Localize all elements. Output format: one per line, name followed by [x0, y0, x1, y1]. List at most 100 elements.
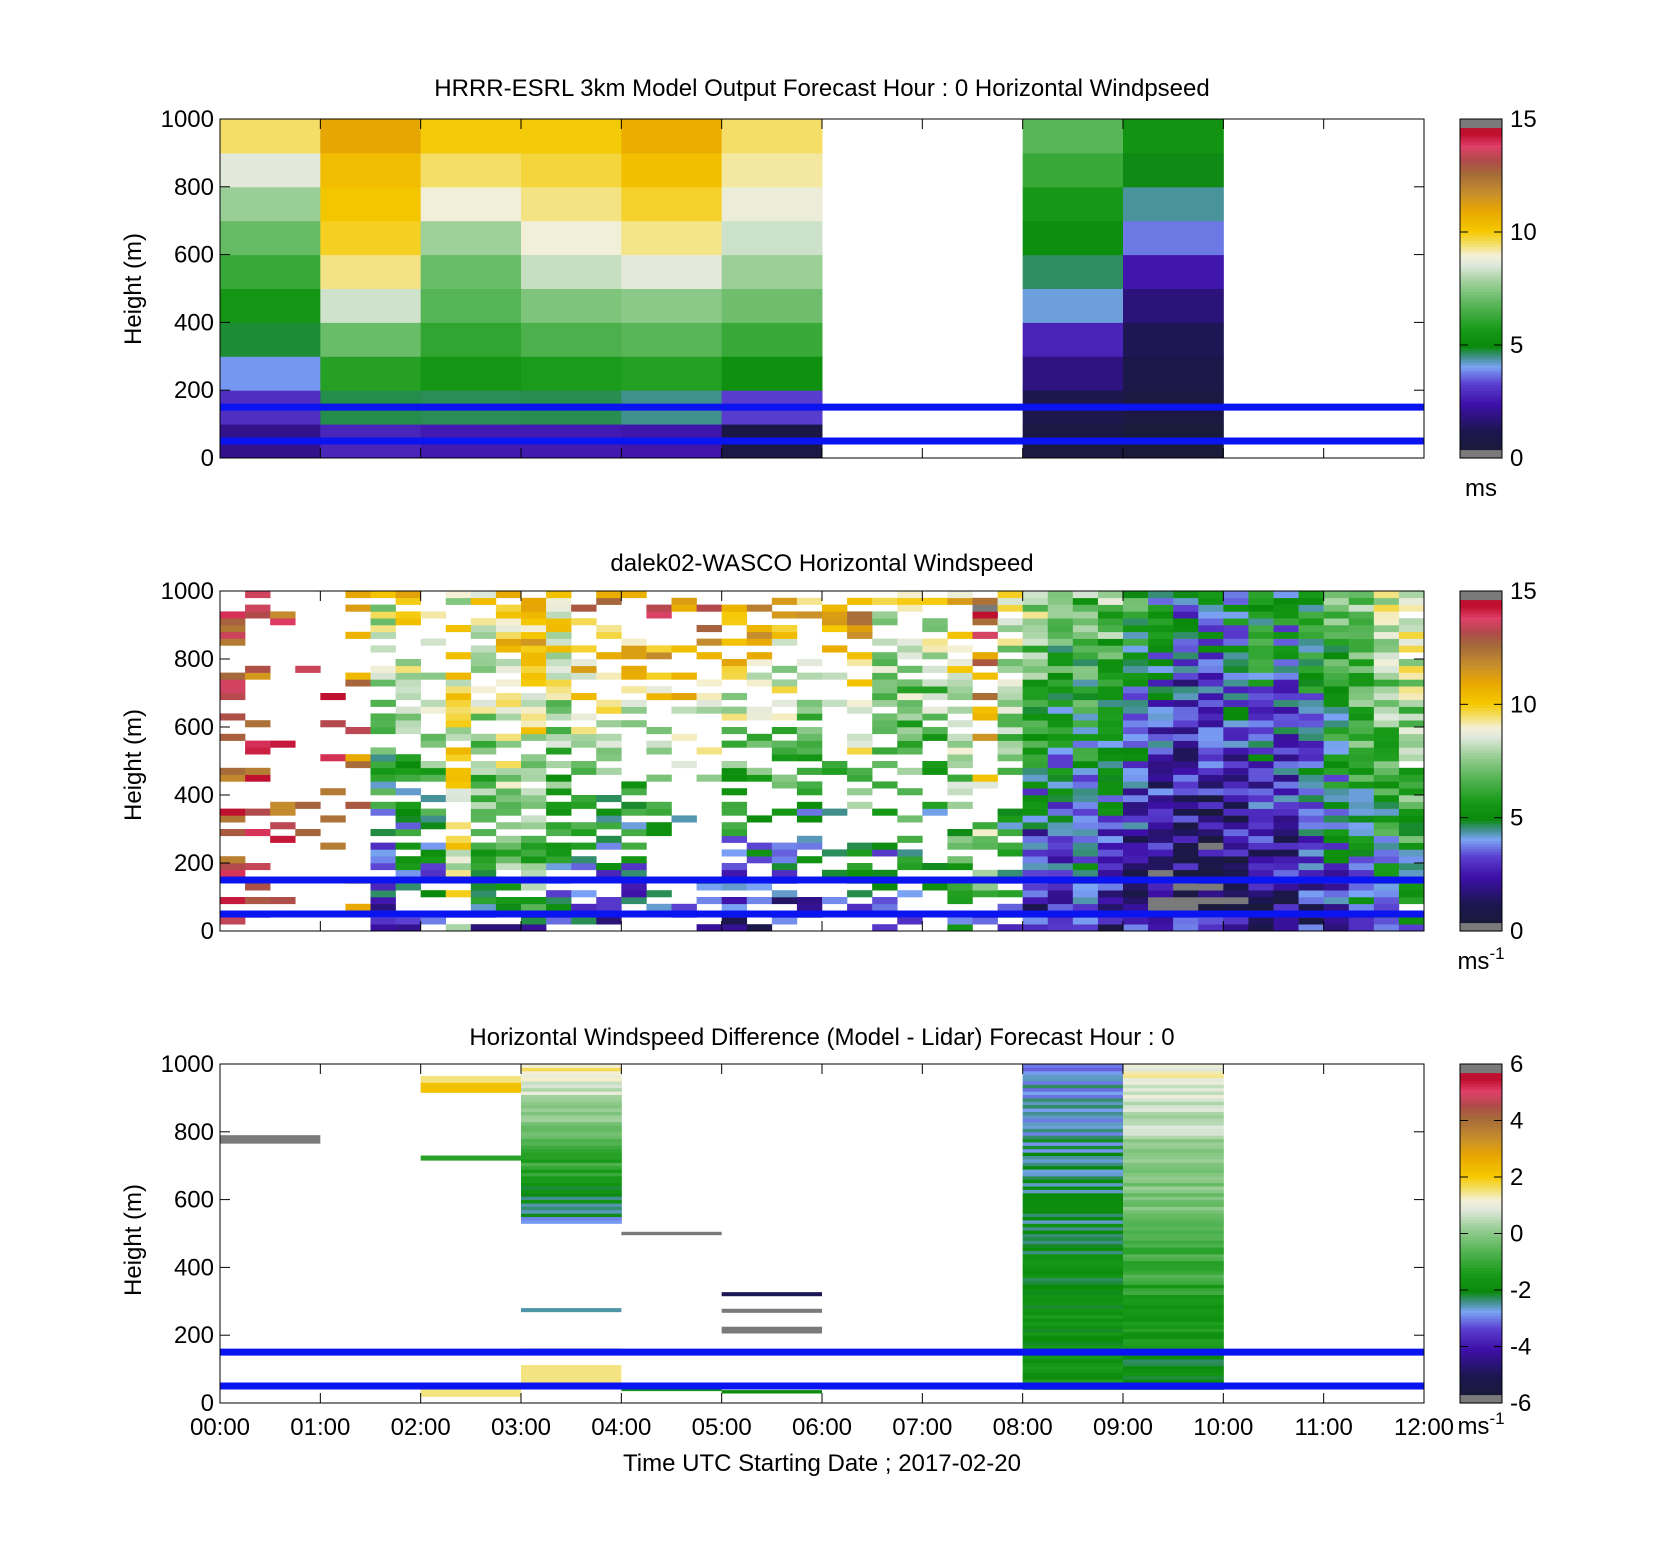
- heatmap-cell: [1148, 781, 1174, 789]
- heatmap-cell: [1072, 591, 1099, 599]
- heatmap-cell: [1298, 672, 1324, 680]
- heatmap-cell: [1173, 625, 1199, 633]
- heatmap-cell: [1123, 727, 1149, 735]
- heatmap-cell: [1248, 699, 1274, 707]
- heatmap-cell: [1348, 767, 1375, 775]
- colorbar-segment: [1460, 809, 1502, 813]
- colorbar-segment: [1460, 775, 1502, 779]
- heatmap-cell: [220, 631, 246, 639]
- heatmap-cell: [546, 740, 572, 748]
- colorbar-segment: [1460, 206, 1502, 210]
- heatmap-cell: [1223, 781, 1249, 789]
- heatmap-cell: [972, 597, 998, 605]
- heatmap-cell: [771, 699, 798, 707]
- heatmap-cell: [320, 842, 346, 850]
- heatmap-cell: [1123, 1369, 1224, 1373]
- heatmap-cell: [671, 815, 697, 823]
- heatmap-cell: [1173, 822, 1199, 830]
- heatmap-cell: [1323, 829, 1350, 837]
- heatmap-cell: [1273, 679, 1299, 687]
- y-tick-label: 600: [174, 714, 214, 741]
- heatmap-cell: [521, 322, 622, 357]
- heatmap-cell: [1047, 699, 1074, 707]
- heatmap-cell: [1223, 822, 1249, 830]
- colorbar-segment: [1460, 715, 1502, 720]
- heatmap-cell: [1373, 631, 1400, 639]
- heatmap-cell: [1022, 1257, 1124, 1262]
- heatmap-cell: [696, 774, 722, 782]
- heatmap-cell: [1097, 917, 1124, 925]
- heatmap-cell: [1123, 1372, 1224, 1377]
- heatmap-cell: [1373, 659, 1400, 667]
- heatmap-cell: [395, 829, 421, 837]
- heatmap-cell: [546, 808, 572, 816]
- heatmap-cell: [1273, 801, 1299, 809]
- heatmap-cell: [1022, 849, 1049, 857]
- heatmap-cell: [495, 618, 522, 626]
- colorbar-segment: [1460, 1253, 1502, 1257]
- heatmap-cell: [1198, 597, 1224, 605]
- heatmap-cell: [947, 754, 973, 762]
- heatmap-cell: [1022, 1114, 1124, 1119]
- heatmap-cell: [571, 856, 597, 864]
- heatmap-band: [721, 1326, 822, 1334]
- heatmap-cell: [621, 781, 647, 789]
- heatmap-cell: [1022, 322, 1124, 357]
- heatmap-cell: [1223, 665, 1249, 673]
- heatmap-cell: [872, 924, 898, 932]
- heatmap-cell: [495, 611, 522, 619]
- heatmap-cell: [596, 706, 622, 714]
- heatmap-cell: [1072, 706, 1099, 714]
- heatmap-cell: [1348, 856, 1375, 864]
- heatmap-cell: [395, 917, 421, 925]
- heatmap-cell: [420, 842, 447, 850]
- heatmap-cell: [1072, 625, 1099, 633]
- heatmap-cell: [1273, 856, 1299, 864]
- heatmap-cell: [997, 924, 1023, 932]
- heatmap-cell: [521, 1172, 622, 1177]
- heatmap-cell: [1022, 1270, 1124, 1275]
- heatmap-cell: [1198, 645, 1224, 653]
- heatmap-cell: [270, 618, 296, 626]
- heatmap-cell: [1323, 767, 1350, 775]
- colorbar-segment: [1460, 877, 1502, 881]
- colorbar-segment: [1460, 1332, 1502, 1336]
- heatmap-cell: [922, 597, 948, 605]
- colorbar-tick-label: 4: [1510, 1108, 1523, 1135]
- colorbar-segment: [1460, 627, 1502, 632]
- heatmap-cell: [897, 890, 923, 898]
- heatmap-cell: [1022, 767, 1049, 775]
- colorbar-segment: [1460, 347, 1502, 352]
- heatmap-cell: [1198, 754, 1224, 762]
- heatmap-cell: [1123, 1084, 1224, 1089]
- heatmap-cell: [1123, 1094, 1224, 1099]
- heatmap-cell: [771, 917, 798, 925]
- heatmap-cell: [947, 829, 973, 837]
- heatmap-cell: [395, 618, 421, 626]
- heatmap-cell: [1047, 706, 1074, 714]
- heatmap-cell: [1022, 1152, 1124, 1157]
- heatmap-cell: [571, 659, 597, 667]
- heatmap-cell: [320, 720, 346, 728]
- colorbar-segment: [1460, 1374, 1502, 1379]
- heatmap-cell: [571, 917, 597, 925]
- colorbar-segment: [1460, 443, 1502, 448]
- heatmap-cell: [796, 897, 823, 905]
- heatmap-cell: [1123, 254, 1224, 289]
- heatmap-cell: [1022, 672, 1049, 680]
- heatmap-cell: [546, 727, 572, 735]
- colorbar-segment: [1460, 1241, 1502, 1246]
- heatmap-cell: [495, 822, 522, 830]
- heatmap-cell: [1223, 835, 1249, 843]
- heatmap-cell: [220, 733, 246, 741]
- heatmap-cell: [220, 869, 246, 877]
- colorbar-segment: [1460, 415, 1502, 420]
- heatmap-cell: [495, 740, 522, 748]
- heatmap-cell: [1123, 1291, 1224, 1296]
- heatmap-cell: [1097, 645, 1124, 653]
- heatmap-cell: [1047, 740, 1074, 748]
- heatmap-cell: [596, 903, 622, 911]
- heatmap-cell: [1022, 1158, 1124, 1163]
- heatmap-cell: [596, 808, 622, 816]
- heatmap-cell: [1123, 815, 1149, 823]
